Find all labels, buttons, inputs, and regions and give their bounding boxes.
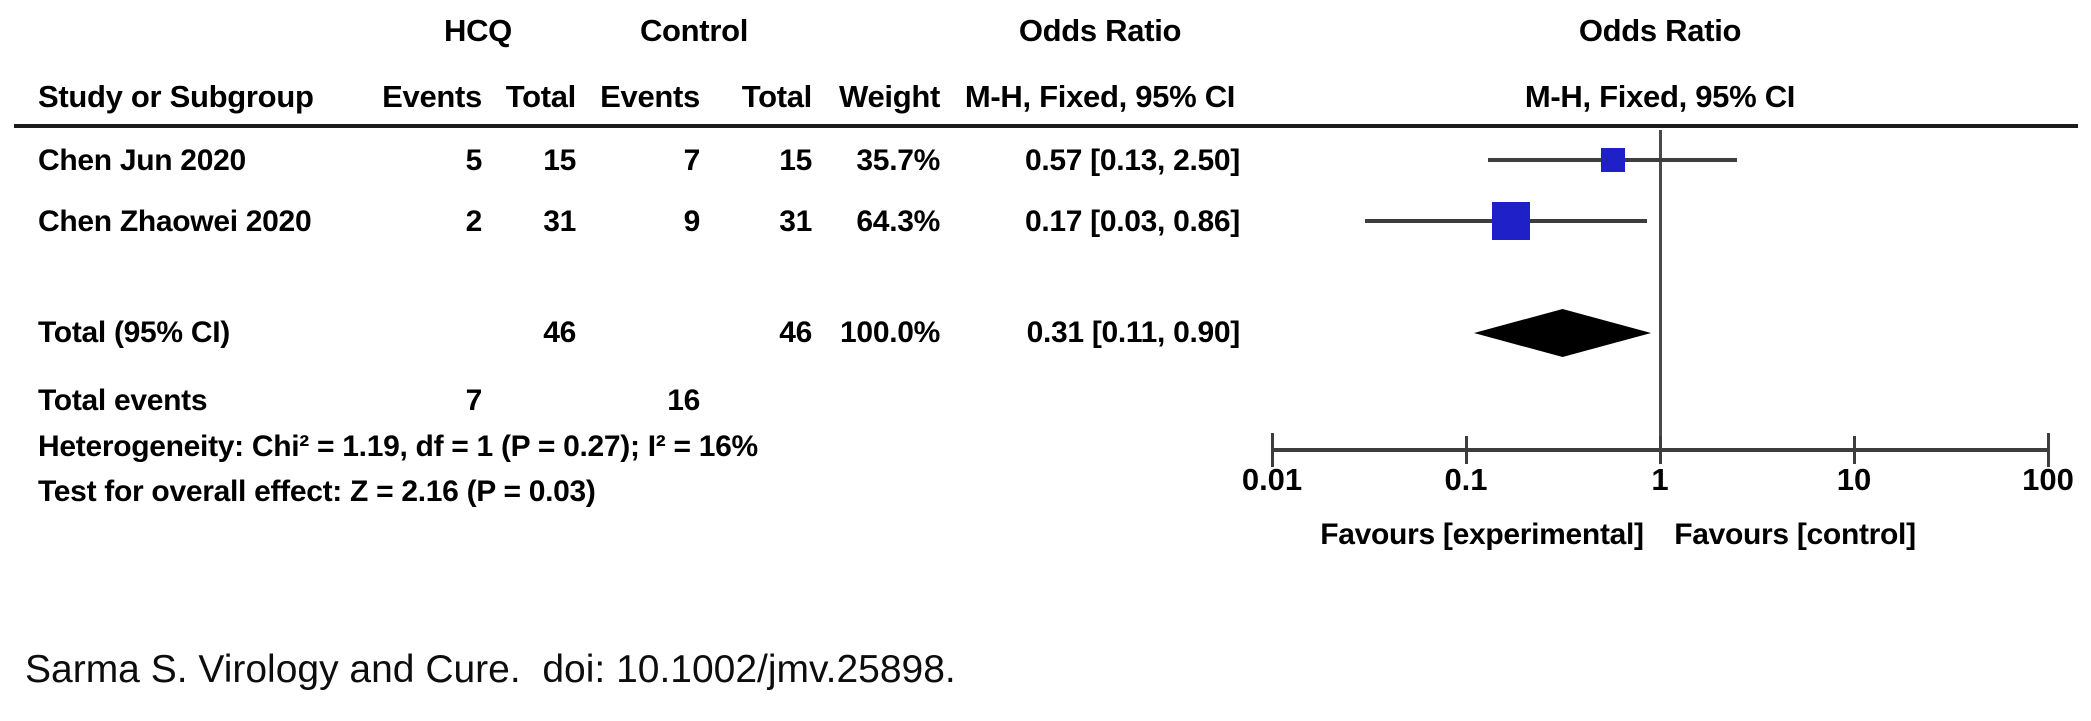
heterogeneity-stat: Heterogeneity: Chi² = 1.19, df = 1 (P = … (38, 430, 758, 463)
control-total-column-header: Total (741, 79, 813, 114)
hcq-total-value: 31 (543, 205, 576, 238)
favours-control-label: Favours [control] (1674, 518, 1916, 551)
plot-subtitle: M-H, Fixed, 95% CI (1524, 79, 1796, 114)
hcq-events-column-header: Events (382, 79, 482, 114)
total-or-ci: 0.31 [0.11, 0.90] (1026, 316, 1241, 349)
or-square (1491, 202, 1530, 240)
total-events-hcq: 7 (465, 384, 483, 417)
hcq-group-header: HCQ (444, 13, 512, 48)
study-name: Chen Zhaowei 2020 (38, 205, 312, 238)
control-events-column-header: Events (600, 79, 700, 114)
weight-value: 64.3% (856, 205, 940, 238)
control-total-value: 15 (779, 144, 812, 177)
null-line (1658, 130, 1662, 454)
control-events-value: 9 (683, 205, 701, 238)
header-divider (14, 124, 2078, 128)
hcq-events-value: 2 (465, 205, 483, 238)
control-events-value: 7 (683, 144, 701, 177)
citation-text: Sarma S. Virology and Cure. doi: 10.1002… (25, 648, 956, 691)
axis-tick-label: 100 (2022, 462, 2074, 497)
summary-diamond (1474, 309, 1652, 357)
plot-title: Odds Ratio (1578, 13, 1742, 48)
axis-tick (1464, 436, 1468, 464)
or-ci-value: 0.17 [0.03, 0.86] (1024, 205, 1240, 238)
axis-tick (1658, 436, 1662, 464)
favours-experimental-label: Favours [experimental] (1320, 518, 1644, 551)
study-name: Chen Jun 2020 (38, 144, 246, 177)
weight-value: 35.7% (856, 144, 940, 177)
axis-tick-label: 1 (1651, 462, 1669, 497)
total-control-total: 46 (779, 316, 812, 349)
or-method-header: M-H, Fixed, 95% CI (964, 79, 1236, 114)
hcq-total-value: 15 (543, 144, 576, 177)
or-square (1600, 148, 1625, 172)
overall-effect-stat: Test for overall effect: Z = 2.16 (P = 0… (38, 475, 596, 508)
total-weight: 100.0% (840, 316, 940, 349)
hcq-total-column-header: Total (505, 79, 577, 114)
weight-column-header: Weight (839, 79, 940, 114)
control-total-value: 31 (779, 205, 812, 238)
total-events-control: 16 (667, 384, 700, 417)
hcq-events-value: 5 (465, 144, 483, 177)
axis-tick-label: 0.1 (1444, 462, 1488, 497)
axis-tick-label: 10 (1836, 462, 1872, 497)
study-column-header: Study or Subgroup (38, 79, 314, 114)
axis-tick (1852, 436, 1856, 464)
total-hcq-total: 46 (543, 316, 576, 349)
control-group-header: Control (639, 13, 749, 48)
axis-tick (1270, 433, 1274, 467)
or-column-header: Odds Ratio (1018, 13, 1182, 48)
total-events-label: Total events (38, 384, 208, 417)
axis-tick-label: 0.01 (1241, 462, 1303, 497)
total-row-label: Total (95% CI) (38, 316, 230, 349)
or-ci-value: 0.57 [0.13, 2.50] (1024, 144, 1240, 177)
axis-tick (2046, 433, 2050, 467)
